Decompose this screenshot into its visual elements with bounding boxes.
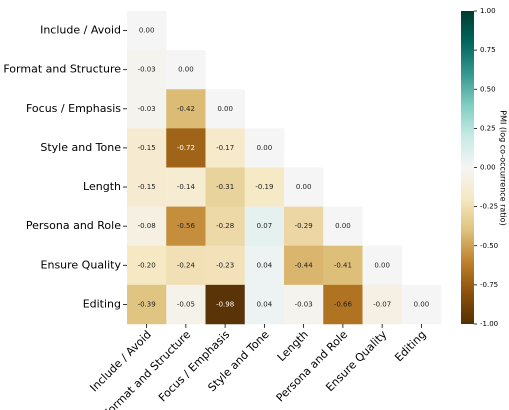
heatmap-cell <box>205 284 246 325</box>
cell-label: -0.44 <box>295 261 314 269</box>
heatmap-cell <box>166 206 206 247</box>
heatmap-cell <box>205 89 246 129</box>
colorbar-tick-label: -1.00 <box>480 320 498 328</box>
cell-label: -0.29 <box>295 222 313 230</box>
cell-label: 0.00 <box>414 300 430 308</box>
cell-label: -0.41 <box>334 261 352 269</box>
colorbar-tick-label: -0.25 <box>480 203 498 211</box>
cell-label: -0.08 <box>138 222 156 230</box>
cell-label: -0.05 <box>177 300 195 308</box>
heatmap-cell <box>127 50 167 90</box>
heatmap-cell <box>244 128 285 168</box>
row-label: Editing <box>83 297 121 310</box>
heatmap-cell <box>244 167 285 207</box>
heatmap-cell <box>127 206 167 247</box>
cell-label: -0.28 <box>216 222 234 230</box>
heatmap-cell <box>284 167 324 207</box>
heatmap-cell <box>166 284 206 325</box>
cell-label: -0.07 <box>373 300 391 308</box>
heatmap-cell <box>244 284 285 325</box>
col-label: Editing <box>392 328 428 364</box>
cell-label: -0.15 <box>138 183 156 191</box>
heatmap-cell <box>166 128 206 168</box>
cell-label: 0.00 <box>178 66 194 74</box>
cell-label: 0.00 <box>374 261 390 269</box>
col-label: Length <box>275 328 311 364</box>
row-label: Style and Tone <box>40 141 121 154</box>
row-label: Include / Avoid <box>40 24 121 37</box>
colorbar-tick-label: 0.25 <box>480 124 496 132</box>
cell-label: 0.04 <box>257 300 273 308</box>
heatmap-cell <box>166 89 206 129</box>
row-label: Ensure Quality <box>41 258 122 271</box>
row-label: Length <box>83 180 121 193</box>
col-label: Persona and Role <box>274 328 351 405</box>
cell-label: -0.03 <box>138 66 156 74</box>
colorbar-tick-label: 0.00 <box>480 164 496 172</box>
cell-label: -0.39 <box>138 300 156 308</box>
heatmap-cell <box>166 245 206 286</box>
cell-label: -0.66 <box>334 300 353 308</box>
heatmap-cell <box>362 245 403 286</box>
heatmap-cell <box>323 245 363 286</box>
colorbar-tick-label: 0.75 <box>480 46 496 54</box>
heatmap-cell <box>127 284 167 325</box>
cell-label: -0.15 <box>138 144 156 152</box>
heatmap-cell <box>284 206 324 247</box>
cell-label: -0.56 <box>177 222 196 230</box>
cell-label: 0.07 <box>257 222 273 230</box>
heatmap-cell <box>323 206 363 247</box>
cell-label: -0.42 <box>177 105 195 113</box>
col-label: Focus / Emphasis <box>156 328 233 405</box>
cell-label: -0.23 <box>216 261 234 269</box>
cell-label: 0.00 <box>217 105 233 113</box>
heatmap-cell <box>323 284 363 325</box>
colorbar-tick-label: -0.75 <box>480 281 498 289</box>
heatmap-cell <box>127 89 167 129</box>
heatmap-cell <box>401 284 442 325</box>
heatmap-cell <box>244 206 285 247</box>
heatmap-cell <box>244 245 285 286</box>
cell-label: 0.00 <box>296 183 312 191</box>
heatmap-cell <box>127 167 167 207</box>
cell-label: -0.17 <box>216 144 234 152</box>
cell-label: 0.00 <box>335 222 351 230</box>
cell-label: -0.20 <box>138 261 156 269</box>
cell-label: -0.14 <box>177 183 196 191</box>
heatmap-cell <box>205 206 246 247</box>
heatmap-cell <box>166 50 206 90</box>
cell-label: 0.04 <box>257 261 273 269</box>
heatmap-cell <box>127 11 167 51</box>
heatmap-cell <box>362 284 403 325</box>
colorbar-tick-label: 0.50 <box>480 85 496 93</box>
cell-label: -0.24 <box>177 261 196 269</box>
row-label: Format and Structure <box>3 63 121 76</box>
heatmap-cell <box>205 128 246 168</box>
cell-label: 0.00 <box>257 144 273 152</box>
colorbar-tick-label: 1.00 <box>480 7 496 15</box>
row-label: Persona and Role <box>26 219 121 232</box>
heatmap-cell <box>205 245 246 286</box>
cell-label: -0.72 <box>177 144 195 152</box>
heatmap-cell <box>166 167 206 207</box>
cell-label: -0.31 <box>216 183 234 191</box>
cell-label: 0.00 <box>139 27 155 35</box>
cell-label: -0.98 <box>216 300 234 308</box>
cell-label: -0.03 <box>138 105 156 113</box>
heatmap-cell <box>284 245 324 286</box>
colorbar <box>461 11 474 324</box>
heatmap-cell <box>284 284 324 325</box>
heatmap-cell <box>127 245 167 286</box>
heatmap-cell <box>205 167 246 207</box>
row-label: Focus / Emphasis <box>26 102 121 115</box>
colorbar-tick-label: -0.50 <box>480 242 498 250</box>
colorbar-label: PMI (log co-occurrence ratio) <box>499 110 508 225</box>
cell-label: -0.19 <box>255 183 273 191</box>
cell-label: -0.03 <box>295 300 313 308</box>
heatmap-cell <box>127 128 167 168</box>
